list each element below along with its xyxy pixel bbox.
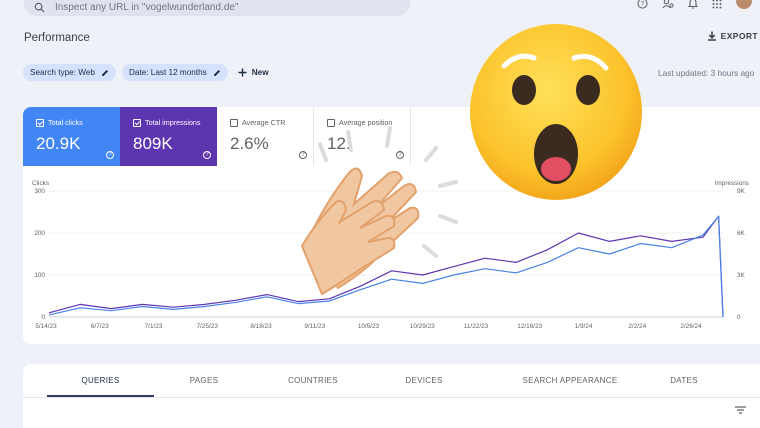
filter-bar: Search type: Web Date: Last 12 months Ne…	[23, 64, 269, 81]
export-label: EXPORT	[720, 31, 758, 41]
checkbox-icon[interactable]	[133, 118, 141, 127]
x-tick-label: 12/16/23	[517, 323, 542, 330]
search-type-chip[interactable]: Search type: Web	[23, 64, 116, 81]
x-tick-label: 1/9/24	[575, 323, 593, 330]
y-tick-left: 0	[41, 314, 45, 321]
help-icon[interactable]: ?	[299, 151, 307, 159]
avatar[interactable]	[736, 0, 752, 9]
checkbox-icon[interactable]	[327, 118, 335, 127]
x-tick-label: 11/22/23	[464, 323, 489, 330]
search-placeholder: Inspect any URL in "vogelwunderland.de"	[55, 1, 239, 13]
notifications-icon[interactable]	[687, 0, 699, 14]
y-tick-right: 3K	[737, 272, 746, 279]
new-filter-label: New	[251, 68, 269, 77]
metric-total-impressions[interactable]: Total impressions 809K ?	[120, 107, 217, 166]
tab-queries[interactable]: QUERIES	[81, 376, 120, 385]
edit-icon	[101, 69, 108, 76]
help-icon[interactable]: ?	[203, 151, 211, 159]
x-tick-label: 10/5/23	[358, 323, 380, 330]
metric-label: Total clicks	[48, 118, 83, 127]
tab-dates[interactable]: DATES	[670, 376, 698, 385]
url-inspection-search[interactable]: Inspect any URL in "vogelwunderland.de"	[24, 0, 410, 16]
x-tick-label: 8/18/23	[250, 323, 272, 330]
y-tick-left: 100	[34, 272, 45, 279]
metric-total-clicks[interactable]: Total clicks 20.9K ?	[23, 107, 120, 166]
export-button[interactable]: EXPORT	[707, 31, 758, 41]
y-axis-left-title: Clicks	[32, 180, 49, 187]
metric-label: Average position	[339, 118, 393, 127]
x-tick-label: 10/29/23	[410, 323, 435, 330]
tab-search-appearance[interactable]: SEARCH APPEARANCE	[522, 376, 618, 385]
top-bar: Inspect any URL in "vogelwunderland.de" …	[0, 0, 760, 22]
help-icon[interactable]: ?	[396, 151, 404, 159]
metric-value: 2.6%	[230, 134, 269, 153]
edit-icon	[213, 69, 220, 76]
metric-average-position[interactable]: Average position 12. ?	[314, 107, 411, 166]
x-tick-label: 7/1/23	[145, 323, 163, 330]
y-tick-left: 200	[34, 230, 45, 237]
x-tick-label: 9/11/23	[304, 323, 325, 330]
metric-label: Total impressions	[145, 118, 201, 127]
apps-icon[interactable]	[712, 0, 722, 14]
tabs-divider	[23, 397, 760, 398]
tab-devices[interactable]: DEVICES	[405, 376, 443, 385]
filter-rows-icon[interactable]	[735, 406, 746, 414]
manage-users-icon[interactable]	[662, 0, 674, 14]
download-icon	[707, 31, 716, 41]
performance-chart: Clicks Impressions 300 9K 200 6K 100 3K 0 0 5/14/2…	[32, 180, 749, 330]
svg-text:?: ?	[641, 1, 645, 8]
search-icon	[34, 2, 45, 13]
metric-average-ctr[interactable]: Average CTR 2.6% ?	[217, 107, 314, 166]
x-tick-label: 5/14/23	[35, 323, 57, 330]
tab-countries[interactable]: COUNTRIES	[288, 376, 338, 385]
dimension-tabs-panel: QUERIES PAGES COUNTRIES DEVICES SEARCH A…	[23, 364, 760, 428]
x-tick-label: 2/26/24	[680, 323, 702, 330]
y-axis-right-title: Impressions	[715, 180, 749, 187]
performance-card: Total clicks 20.9K ? Total impressions 8…	[23, 107, 760, 344]
new-filter-button[interactable]: New	[238, 68, 269, 77]
series-line-total-clicks	[48, 215, 724, 318]
checkbox-icon[interactable]	[36, 118, 44, 127]
x-tick-label: 6/7/23	[91, 323, 109, 330]
search-type-label: Search type: Web	[30, 68, 95, 77]
page-title: Performance	[24, 32, 90, 44]
y-tick-right: 9K	[737, 188, 746, 195]
metric-value: 20.9K	[36, 134, 81, 153]
x-tick-label: 7/25/23	[197, 323, 219, 330]
metric-value: 12.	[327, 134, 351, 153]
help-icon[interactable]: ?	[106, 151, 114, 159]
x-tick-label: 2/2/24	[628, 323, 646, 330]
date-chip[interactable]: Date: Last 12 months	[121, 64, 228, 81]
y-tick-left: 300	[34, 188, 45, 195]
y-tick-right: 0	[737, 314, 741, 321]
metric-label: Average CTR	[242, 118, 286, 127]
help-icon[interactable]: ?	[637, 0, 648, 14]
date-label: Date: Last 12 months	[128, 68, 207, 77]
plus-icon	[238, 68, 247, 77]
last-updated: Last updated: 3 hours ago	[658, 68, 755, 78]
tab-pages[interactable]: PAGES	[189, 376, 219, 385]
metric-value: 809K	[133, 134, 173, 153]
active-tab-indicator	[47, 395, 154, 397]
y-tick-right: 6K	[737, 230, 746, 237]
checkbox-icon[interactable]	[230, 118, 238, 127]
series-line-total-impressions	[48, 215, 724, 318]
